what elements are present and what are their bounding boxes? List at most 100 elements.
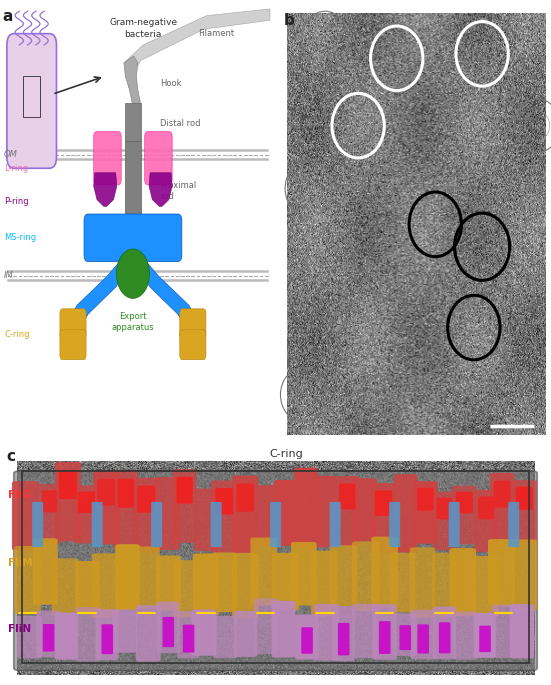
Ellipse shape [116, 249, 149, 299]
FancyBboxPatch shape [272, 553, 299, 610]
Text: Export
apparatus: Export apparatus [112, 312, 154, 332]
FancyBboxPatch shape [112, 610, 137, 653]
FancyBboxPatch shape [488, 539, 515, 606]
FancyBboxPatch shape [399, 625, 411, 650]
Text: Distal rod: Distal rod [160, 119, 201, 128]
Text: Gram-negative
bacteria: Gram-negative bacteria [109, 18, 177, 39]
FancyBboxPatch shape [254, 599, 278, 654]
Text: L-ring: L-ring [4, 164, 28, 173]
FancyBboxPatch shape [236, 484, 254, 512]
FancyBboxPatch shape [394, 474, 417, 553]
FancyBboxPatch shape [192, 610, 217, 656]
Text: FliG: FliG [8, 490, 31, 500]
Bar [23, 76, 40, 116]
FancyBboxPatch shape [452, 486, 477, 544]
Text: C-ring: C-ring [269, 449, 304, 459]
Text: OM: OM [4, 150, 18, 160]
FancyBboxPatch shape [38, 484, 61, 544]
FancyBboxPatch shape [329, 545, 357, 606]
FancyBboxPatch shape [353, 603, 377, 658]
FancyBboxPatch shape [329, 502, 341, 547]
FancyBboxPatch shape [93, 471, 120, 545]
FancyBboxPatch shape [371, 536, 398, 608]
FancyBboxPatch shape [183, 625, 195, 653]
FancyBboxPatch shape [136, 606, 160, 662]
FancyBboxPatch shape [75, 561, 100, 614]
FancyBboxPatch shape [177, 611, 199, 658]
FancyBboxPatch shape [52, 558, 79, 616]
FancyBboxPatch shape [439, 622, 451, 653]
FancyBboxPatch shape [95, 609, 118, 660]
Text: C-ring: C-ring [4, 329, 30, 339]
FancyBboxPatch shape [272, 601, 295, 658]
FancyBboxPatch shape [352, 541, 380, 611]
Text: MS-ring: MS-ring [4, 234, 36, 242]
Text: FliN: FliN [8, 624, 31, 634]
FancyBboxPatch shape [60, 329, 86, 360]
FancyBboxPatch shape [372, 604, 397, 660]
FancyBboxPatch shape [172, 469, 197, 543]
FancyBboxPatch shape [255, 485, 278, 547]
FancyBboxPatch shape [335, 476, 359, 547]
FancyBboxPatch shape [433, 606, 456, 659]
FancyBboxPatch shape [250, 538, 277, 606]
FancyBboxPatch shape [301, 627, 313, 653]
Polygon shape [94, 173, 117, 206]
FancyBboxPatch shape [410, 547, 435, 618]
FancyBboxPatch shape [210, 502, 222, 547]
FancyBboxPatch shape [118, 479, 134, 508]
FancyBboxPatch shape [510, 604, 534, 658]
FancyBboxPatch shape [311, 551, 338, 616]
FancyBboxPatch shape [12, 481, 39, 550]
FancyBboxPatch shape [379, 621, 391, 654]
FancyBboxPatch shape [389, 553, 415, 612]
FancyBboxPatch shape [474, 613, 496, 658]
FancyBboxPatch shape [512, 480, 537, 543]
FancyBboxPatch shape [436, 498, 452, 519]
FancyBboxPatch shape [512, 539, 537, 611]
FancyBboxPatch shape [215, 488, 233, 514]
FancyBboxPatch shape [508, 502, 519, 547]
FancyBboxPatch shape [375, 490, 392, 516]
FancyBboxPatch shape [211, 480, 237, 553]
FancyBboxPatch shape [193, 553, 219, 615]
FancyBboxPatch shape [474, 490, 498, 552]
Text: Proximal
rod: Proximal rod [160, 181, 196, 201]
FancyBboxPatch shape [233, 475, 258, 553]
FancyBboxPatch shape [491, 605, 514, 658]
Bar [125, 103, 141, 141]
Text: Filament: Filament [198, 29, 234, 38]
FancyBboxPatch shape [339, 484, 355, 509]
Text: IM: IM [4, 271, 14, 280]
FancyBboxPatch shape [173, 560, 199, 618]
Polygon shape [124, 56, 141, 103]
FancyBboxPatch shape [55, 462, 81, 541]
FancyBboxPatch shape [393, 613, 417, 656]
Text: b: b [284, 14, 295, 29]
FancyBboxPatch shape [133, 477, 159, 552]
Text: FliM: FliM [8, 558, 33, 569]
FancyBboxPatch shape [59, 470, 77, 499]
FancyBboxPatch shape [94, 132, 121, 185]
Polygon shape [124, 9, 270, 76]
FancyBboxPatch shape [494, 481, 510, 508]
FancyBboxPatch shape [232, 553, 258, 619]
FancyBboxPatch shape [36, 610, 60, 658]
FancyBboxPatch shape [472, 556, 499, 616]
FancyBboxPatch shape [135, 547, 160, 609]
FancyBboxPatch shape [418, 624, 429, 653]
FancyBboxPatch shape [389, 502, 400, 547]
FancyBboxPatch shape [17, 616, 42, 658]
FancyBboxPatch shape [312, 476, 336, 547]
FancyBboxPatch shape [449, 502, 460, 547]
FancyBboxPatch shape [144, 132, 172, 185]
FancyBboxPatch shape [410, 610, 435, 659]
FancyBboxPatch shape [43, 624, 55, 651]
Polygon shape [149, 173, 172, 206]
FancyBboxPatch shape [14, 546, 41, 614]
FancyBboxPatch shape [270, 502, 281, 547]
FancyBboxPatch shape [115, 544, 140, 610]
FancyBboxPatch shape [151, 502, 162, 547]
Text: P-ring: P-ring [4, 197, 29, 206]
FancyBboxPatch shape [213, 616, 237, 658]
